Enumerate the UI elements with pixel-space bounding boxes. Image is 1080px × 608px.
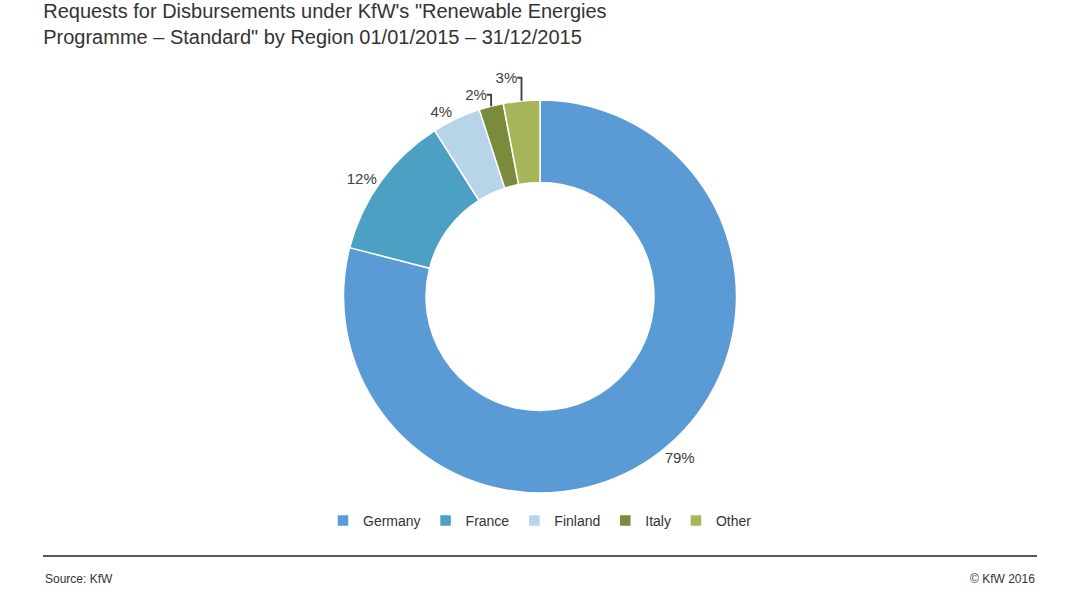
svg-text:2%: 2% — [465, 86, 487, 103]
svg-text:France: France — [466, 513, 510, 529]
svg-text:Italy: Italy — [645, 513, 671, 529]
svg-text:Other: Other — [716, 513, 751, 529]
svg-text:12%: 12% — [347, 170, 377, 187]
svg-text:79%: 79% — [665, 449, 695, 466]
svg-text:3%: 3% — [496, 69, 518, 86]
svg-text:Finland: Finland — [554, 513, 600, 529]
svg-text:© KfW 2016: © KfW 2016 — [970, 572, 1035, 586]
svg-text:Requests for Disbursements und: Requests for Disbursements under KfW's "… — [43, 0, 606, 48]
svg-text:Source: KfW: Source: KfW — [45, 572, 113, 586]
svg-text:4%: 4% — [430, 103, 452, 120]
svg-text:Germany: Germany — [363, 513, 421, 529]
